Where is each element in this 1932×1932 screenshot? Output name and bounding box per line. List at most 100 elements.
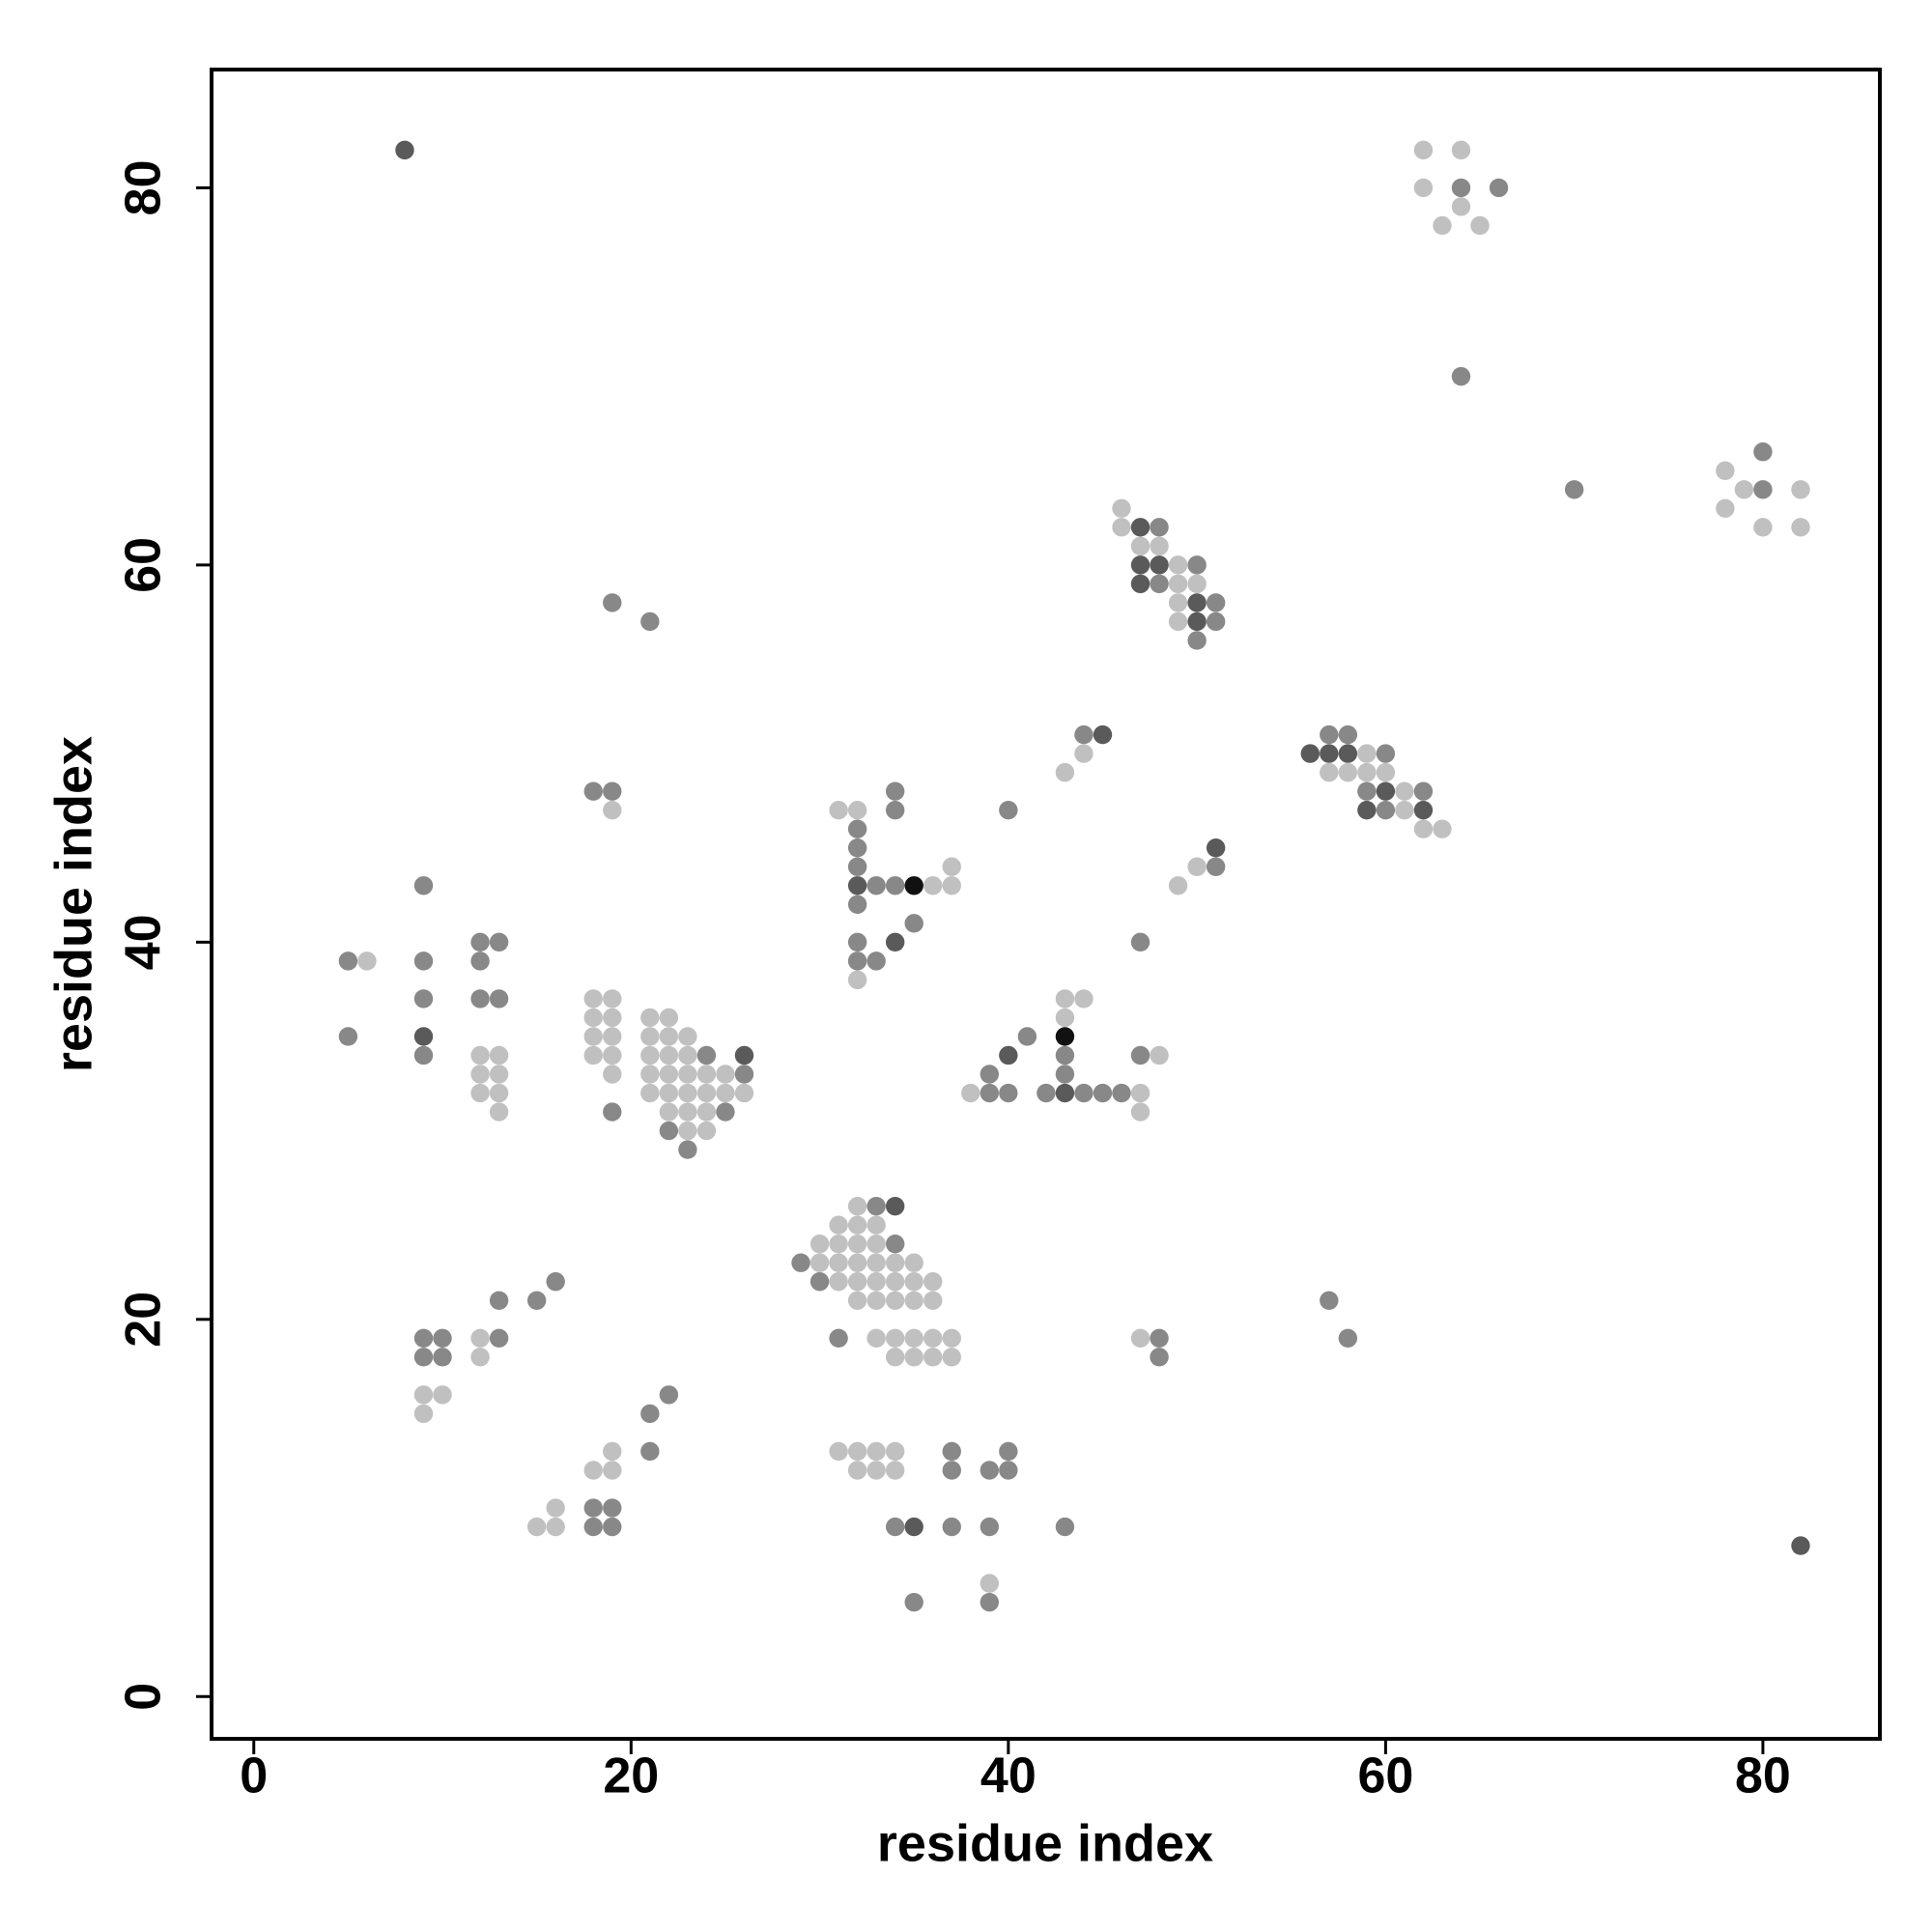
point	[1187, 857, 1207, 876]
point	[1376, 762, 1396, 782]
y-tick-label: 20	[116, 1292, 172, 1348]
point	[1320, 724, 1339, 745]
point	[583, 1498, 603, 1518]
point	[1338, 724, 1358, 745]
point	[1130, 1045, 1151, 1065]
point	[867, 1215, 886, 1235]
point	[1433, 819, 1452, 838]
point	[923, 1272, 943, 1292]
point	[470, 1065, 490, 1084]
point	[885, 1291, 905, 1310]
point	[904, 1517, 923, 1537]
point	[413, 952, 434, 971]
point	[1357, 781, 1377, 801]
point	[904, 876, 923, 895]
point	[357, 952, 377, 971]
point	[847, 1291, 867, 1310]
point	[678, 1140, 697, 1159]
point	[470, 1083, 490, 1103]
point	[696, 1102, 717, 1122]
point	[1376, 781, 1396, 801]
point	[1017, 1027, 1037, 1046]
point	[810, 1253, 830, 1272]
point	[867, 1441, 886, 1462]
point	[942, 1517, 961, 1537]
point	[829, 1235, 848, 1254]
point	[1187, 593, 1207, 612]
point	[716, 1102, 735, 1122]
point	[395, 140, 414, 160]
point	[583, 1045, 603, 1065]
point	[1791, 518, 1810, 537]
x-tick-label: 60	[1357, 1748, 1413, 1804]
point	[640, 1045, 660, 1065]
point	[923, 1328, 943, 1349]
point	[603, 1441, 622, 1462]
point	[1112, 498, 1131, 519]
point	[734, 1065, 754, 1084]
point	[1489, 178, 1509, 198]
point	[885, 1441, 905, 1462]
x-tick-label: 40	[980, 1748, 1037, 1804]
point	[489, 1083, 509, 1103]
point	[904, 1272, 923, 1292]
point	[583, 1517, 603, 1537]
point	[470, 952, 490, 971]
point	[583, 989, 603, 1009]
point	[659, 1083, 679, 1103]
point	[1055, 1517, 1075, 1537]
point	[1413, 178, 1434, 198]
point	[413, 1404, 434, 1424]
y-tick-label: 80	[116, 159, 172, 215]
point	[1187, 631, 1207, 650]
point	[904, 1291, 923, 1310]
point	[433, 1348, 452, 1367]
point	[696, 1045, 717, 1065]
point	[1320, 744, 1339, 763]
x-tick-label: 0	[240, 1748, 268, 1804]
point	[829, 1272, 848, 1292]
point	[904, 1328, 923, 1349]
point	[847, 895, 867, 914]
point	[847, 800, 867, 820]
point	[603, 1461, 622, 1480]
point	[1187, 574, 1207, 594]
point	[640, 1008, 660, 1028]
point	[1150, 536, 1169, 556]
point	[1093, 1083, 1113, 1103]
point	[885, 1517, 905, 1537]
point	[1338, 744, 1358, 763]
point	[810, 1235, 830, 1254]
point	[904, 1348, 923, 1367]
point	[413, 1385, 434, 1405]
point	[999, 800, 1018, 820]
point	[942, 1461, 961, 1480]
y-axis-title: residue index	[44, 736, 102, 1072]
point	[923, 876, 943, 895]
point	[603, 781, 622, 801]
point	[678, 1121, 697, 1141]
point	[716, 1083, 735, 1103]
point	[1376, 744, 1396, 763]
point	[526, 1291, 547, 1310]
point	[1074, 724, 1094, 745]
point	[1413, 781, 1434, 801]
point	[640, 1441, 660, 1462]
point	[885, 800, 905, 820]
point	[603, 1065, 622, 1084]
point	[829, 800, 848, 820]
point	[1413, 819, 1434, 838]
point	[489, 1328, 509, 1349]
x-tick-label: 80	[1735, 1748, 1791, 1804]
point	[1074, 744, 1094, 763]
point	[1055, 1045, 1075, 1065]
point	[847, 932, 867, 952]
point	[1433, 215, 1452, 236]
point	[1470, 215, 1490, 236]
point	[885, 1461, 905, 1480]
point	[867, 1328, 886, 1349]
point	[1150, 1045, 1169, 1065]
point	[847, 1196, 867, 1216]
point	[659, 1385, 679, 1405]
